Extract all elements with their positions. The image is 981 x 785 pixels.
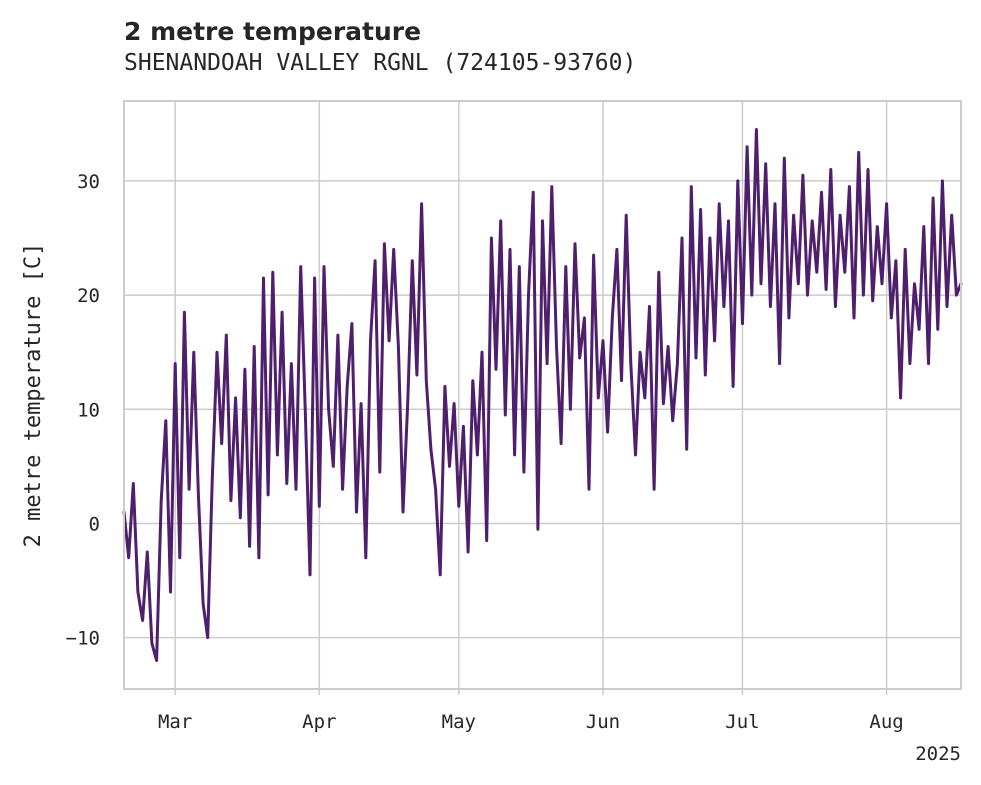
- y-axis-label: 2 metre temperature [C]: [21, 243, 46, 548]
- temperature-series-line: [122, 128, 963, 662]
- x-tick-label: Aug: [869, 711, 903, 733]
- chart-subtitle: SHENANDOAH VALLEY RGNL (724105-93760): [124, 50, 637, 76]
- x-axis-year-label: 2025: [915, 743, 961, 765]
- series-layer: [122, 128, 963, 662]
- chart-title: 2 metre temperature: [124, 17, 422, 46]
- y-tick-label: 30: [77, 171, 100, 193]
- y-tick-label: −10: [66, 628, 100, 650]
- x-tick-label: Jun: [586, 711, 620, 733]
- x-tick-label: Mar: [158, 711, 192, 733]
- y-tick-label: 0: [89, 513, 100, 535]
- tick-labels: −10 0 10 20 30 Mar Apr May Jun Jul Aug: [66, 171, 904, 733]
- x-tick-label: Jul: [725, 711, 759, 733]
- grid-lines: [124, 101, 961, 695]
- y-tick-label: 20: [77, 285, 100, 307]
- plot-frame: [123, 100, 962, 690]
- x-tick-label: Apr: [302, 711, 336, 733]
- x-tick-label: May: [442, 711, 476, 733]
- y-tick-label: 10: [77, 399, 100, 421]
